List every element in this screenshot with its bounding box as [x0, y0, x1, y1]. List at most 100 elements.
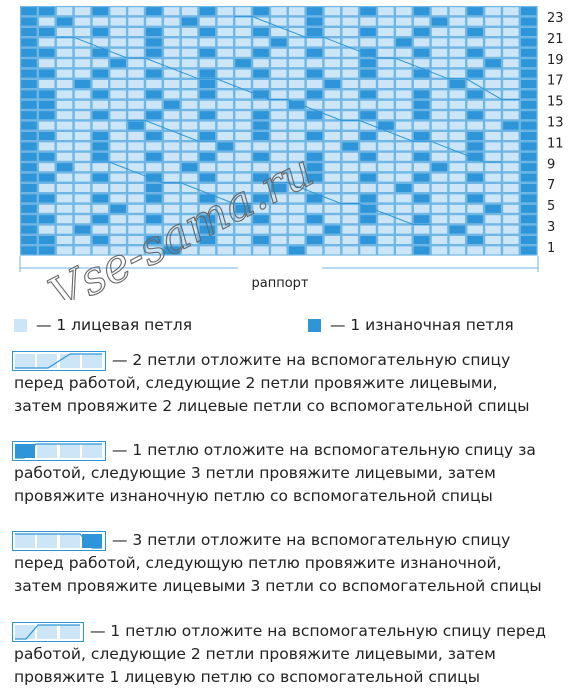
knit-cell: [360, 225, 376, 234]
knit-cell: [56, 215, 73, 224]
knit-cell: [253, 163, 269, 172]
knit-cell: [342, 111, 358, 120]
knit-cell: [128, 246, 144, 255]
knit-cell: [449, 59, 466, 68]
knit-cell: [39, 204, 55, 213]
knit-cell: [431, 59, 448, 68]
knit-cell: [56, 173, 73, 182]
knit-cell: [413, 17, 430, 26]
purl-cell: [306, 132, 323, 140]
purl-cell: [449, 225, 466, 234]
knit-cell: [306, 246, 323, 255]
knit-cell: [413, 163, 430, 172]
knit-cell: [324, 100, 341, 109]
knit-cell: [92, 163, 109, 172]
purl-cell: [253, 132, 269, 140]
purl-cell: [199, 48, 216, 57]
knit-cell: [503, 236, 519, 244]
purl-cell: [306, 215, 323, 224]
purl-cell: [199, 225, 216, 234]
knit-cell: [199, 17, 216, 26]
knit-cell: [449, 184, 466, 192]
knit-cell: [503, 204, 519, 213]
knit-cell: [396, 194, 412, 203]
knit-cell: [181, 194, 198, 203]
knit-cell: [56, 236, 73, 244]
purl-cell: [199, 90, 216, 99]
knit-cell: [253, 225, 269, 234]
knit-cell: [217, 17, 233, 26]
knit-cell: [324, 215, 341, 224]
legend-item-4: — 1 петлю отложите на вспомогательную сп…: [90, 620, 546, 643]
knit-cell: [128, 111, 144, 120]
knit-cell: [503, 225, 519, 234]
purl-cell: [199, 28, 216, 36]
knit-cell: [56, 132, 73, 140]
knit-cell: [39, 142, 55, 151]
row-number: 9: [547, 157, 555, 172]
knit-cell: [253, 142, 269, 151]
knit-cell: [217, 163, 233, 172]
row-number: 13: [547, 116, 564, 131]
knit-cell: [378, 184, 394, 192]
knit-cell: [324, 28, 341, 36]
knit-cell: [253, 17, 269, 26]
purl-cell: [21, 111, 37, 120]
knit-cell: [39, 17, 55, 26]
knit-cell: [503, 142, 519, 151]
knit-cell: [74, 246, 91, 255]
cable-crossings: [55, 15, 520, 225]
knit-cell: [217, 7, 233, 16]
knit-cell: [431, 28, 448, 36]
knit-cell: [485, 173, 501, 182]
purl-cell: [92, 173, 109, 182]
purl-cell: [199, 111, 216, 120]
knit-cell: [110, 194, 126, 203]
purl-cell: [21, 100, 37, 109]
knit-cell: [360, 17, 376, 26]
legend-item-3: — 3 петли отложите на вспомогательную сп…: [112, 529, 510, 552]
knit-cell: [181, 236, 198, 244]
purl-cell: [413, 132, 430, 140]
purl-cell: [146, 152, 162, 161]
knit-cell: [128, 17, 144, 26]
purl-cell: [306, 28, 323, 36]
knit-cell: [271, 163, 287, 172]
knit-cell: [503, 7, 519, 16]
knit-cell: [181, 121, 198, 130]
knit-cell: [217, 48, 233, 57]
knit-cell: [396, 142, 412, 151]
knit-cell: [360, 184, 376, 192]
purl-cell: [413, 215, 430, 224]
purl-cell: [306, 69, 323, 78]
knit-cell: [396, 152, 412, 161]
knit-cell: [396, 100, 412, 109]
knit-cell: [217, 38, 233, 47]
knit-cell: [288, 236, 305, 244]
knit-cell: [217, 100, 233, 109]
knit-cell: [360, 142, 376, 151]
purl-cell: [92, 90, 109, 99]
knit-cell: [396, 69, 412, 78]
knit-cell: [56, 194, 73, 203]
knit-cell: [199, 184, 216, 192]
purl-cell: [467, 90, 483, 99]
rapport-bracket: раппорт: [19, 256, 539, 291]
purl-cell: [146, 111, 162, 120]
purl-cell: [306, 48, 323, 57]
knit-cell: [235, 236, 251, 244]
purl-cell: [306, 152, 323, 161]
purl-cell: [521, 69, 537, 78]
knit-cell: [217, 80, 233, 88]
knit-cell: [56, 69, 73, 78]
purl-cell: [21, 184, 37, 192]
knit-cell: [271, 142, 287, 151]
knit-cell: [271, 111, 287, 120]
purl-cell: [521, 59, 537, 68]
row-numbers: 23 21 19 17 15 13 11 9 7 5 3 1: [547, 11, 564, 256]
knit-cell: [413, 142, 430, 151]
knit-cell: [181, 132, 198, 140]
knit-cell: [413, 184, 430, 192]
purl-cell: [146, 173, 162, 182]
knit-cell: [164, 204, 180, 213]
